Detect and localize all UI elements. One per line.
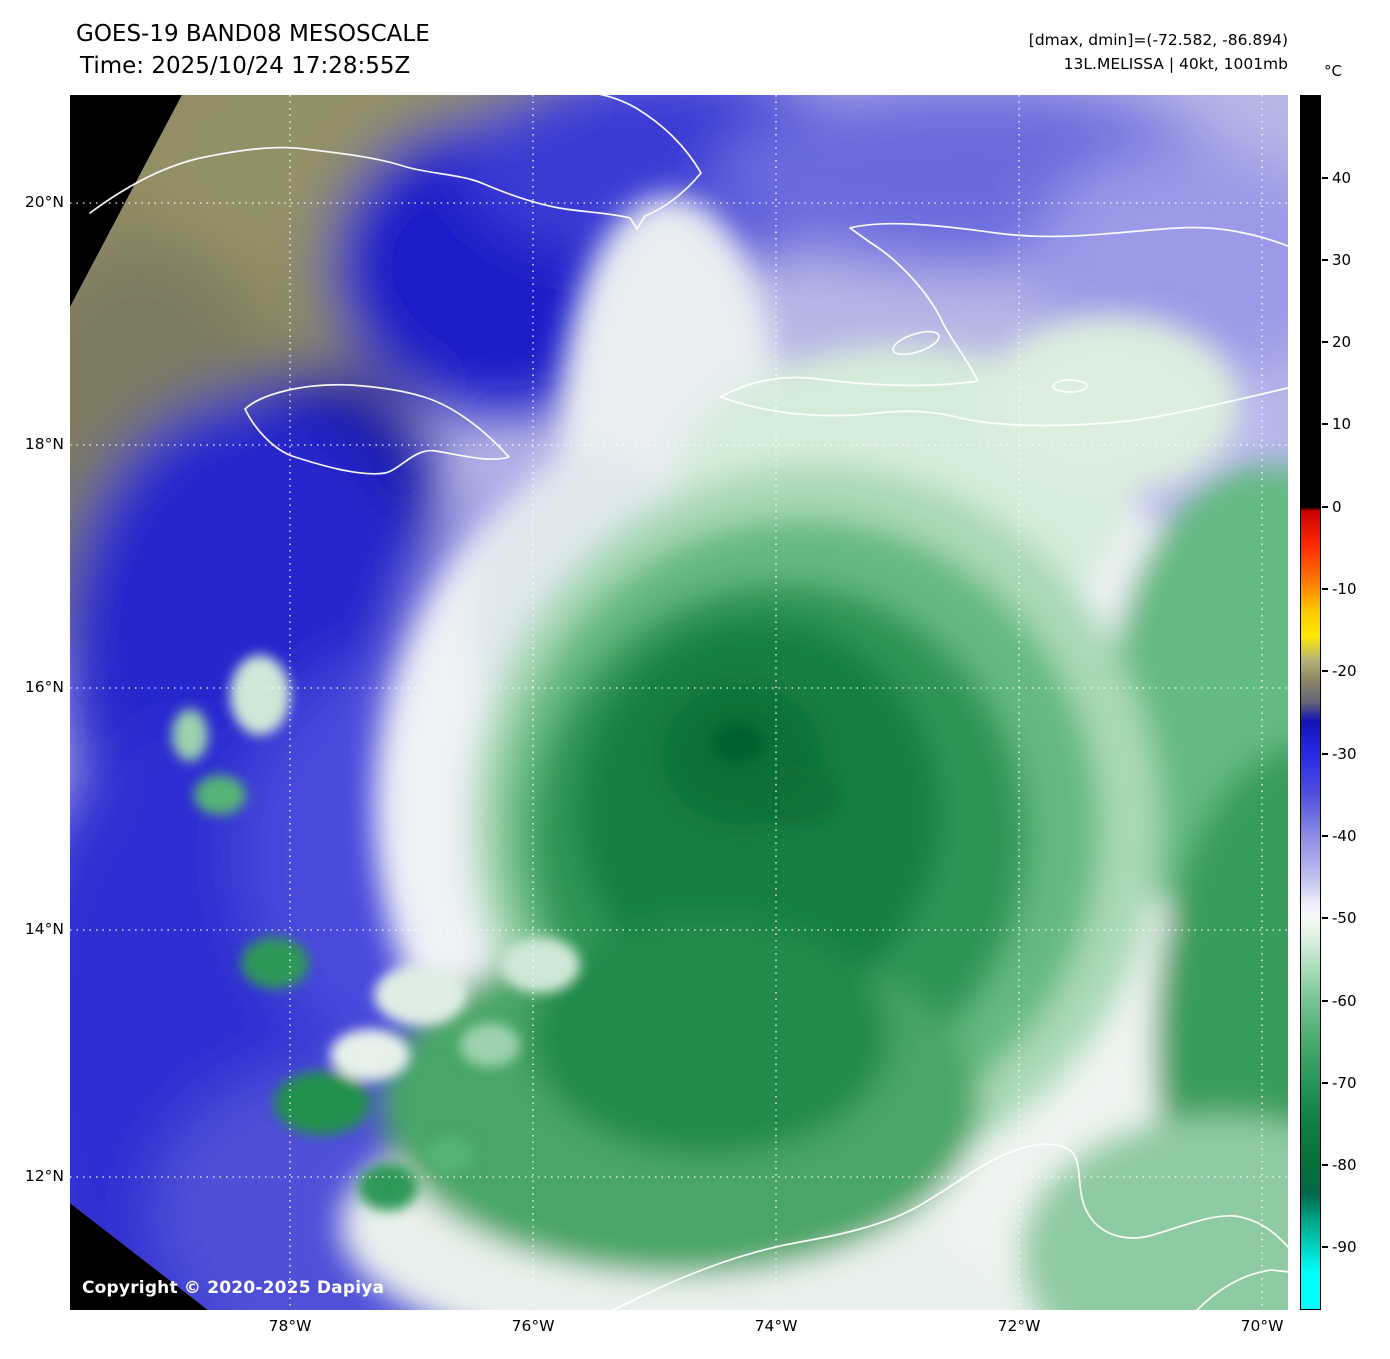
coastline-hispaniola-north [720, 222, 1288, 398]
colorbar-tick-m50: -50 [1322, 909, 1357, 927]
colorbar-tick-20: 20 [1321, 333, 1352, 351]
colorbar-tick-0: 0 [1322, 498, 1342, 516]
lon-label-72w: 72°W [997, 1317, 1041, 1335]
product-title: GOES-19 BAND08 MESOSCALE [76, 21, 430, 47]
lat-label-20n: 20°N [24, 193, 64, 211]
colorbar-tick-30: 30 [1321, 251, 1352, 269]
colorbar-tick-m70: -70 [1322, 1074, 1357, 1092]
colorbar-unit-label: °C [1324, 62, 1342, 80]
satellite-map: Copyright © 2020-2025 Dapiya [70, 95, 1288, 1310]
lon-label-70w: 70°W [1240, 1317, 1284, 1335]
storm-info: 13L.MELISSA | 40kt, 1001mb [1063, 55, 1288, 73]
product-time: Time: 2025/10/24 17:28:55Z [80, 53, 411, 79]
colorbar-tick-m30: -30 [1322, 745, 1357, 763]
colorbar-tick-10: 10 [1321, 415, 1352, 433]
imagery-swath [70, 95, 1288, 1310]
colorbar-tick-m80: -80 [1322, 1156, 1357, 1174]
coastline-hispaniola-south [720, 387, 1288, 427]
colorbar-tick-m10: -10 [1322, 580, 1357, 598]
coastlines [89, 95, 1288, 1310]
lat-label-12n: 12°N [24, 1167, 64, 1185]
lon-label-76w: 76°W [511, 1317, 555, 1335]
colorbar-tick-m20: -20 [1322, 662, 1357, 680]
lat-label-18n: 18°N [24, 435, 64, 453]
satellite-imagery [70, 95, 1288, 1310]
title-block: GOES-19 BAND08 MESOSCALE Time: 2025/10/2… [76, 18, 430, 82]
info-block: [dmax, dmin]=(-72.582, -86.894) 13L.MELI… [1029, 28, 1288, 76]
coastline-lake-enriquillo [1052, 379, 1088, 393]
lon-label-74w: 74°W [754, 1317, 798, 1335]
copyright-text: Copyright © 2020-2025 Dapiya [82, 1278, 385, 1298]
lon-label-78w: 78°W [268, 1317, 312, 1335]
temperature-colorbar [1300, 95, 1321, 1310]
coastline-south-america [612, 1143, 1288, 1310]
coastline-gonave-island [892, 330, 940, 356]
colorbar-tick-40: 40 [1321, 169, 1352, 187]
colorbar-tick-m40: -40 [1322, 827, 1357, 845]
coastline-cuba [89, 95, 702, 230]
colorbar-tick-m90: -90 [1322, 1238, 1357, 1256]
coastline-gulf-of-venezuela [1195, 1269, 1288, 1310]
lat-label-14n: 14°N [24, 920, 64, 938]
dmax-dmin-readout: [dmax, dmin]=(-72.582, -86.894) [1028, 31, 1288, 49]
lat-label-16n: 16°N [24, 678, 64, 696]
coastline-jamaica [244, 383, 510, 475]
colorbar-tick-m60: -60 [1322, 992, 1357, 1010]
